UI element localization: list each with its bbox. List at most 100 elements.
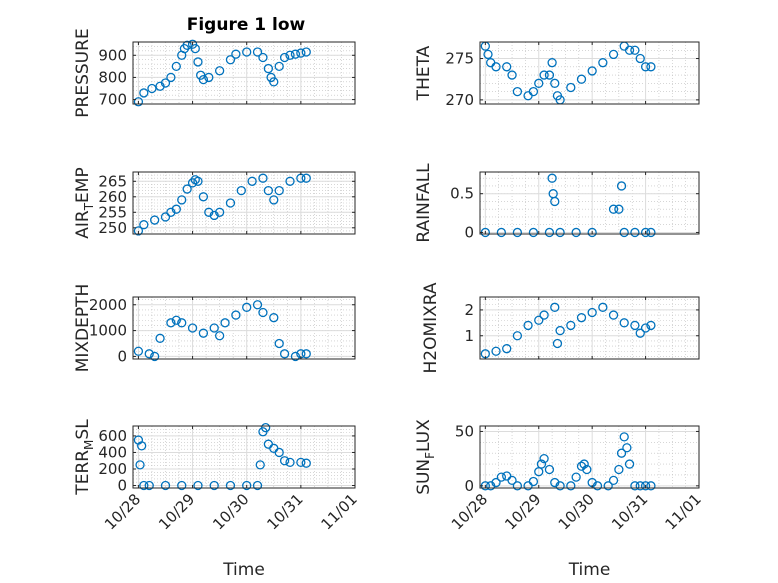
x-axis-label: Time [222, 560, 265, 580]
data-point [296, 48, 306, 58]
data-point [544, 227, 555, 238]
data-point [279, 349, 290, 359]
data-point [646, 320, 656, 331]
data-point [290, 49, 301, 59]
y-tick-label: 2 [464, 301, 474, 319]
data-point [263, 63, 274, 74]
data-point [263, 185, 274, 196]
data-point [635, 53, 645, 64]
data-point [598, 302, 608, 312]
data-point [252, 480, 263, 491]
data-point [566, 320, 576, 331]
data-point [204, 207, 214, 217]
data-point [269, 77, 279, 87]
data-point [630, 227, 640, 238]
y-tick-label: 600 [98, 427, 127, 445]
y-tick-label: 260 [98, 188, 127, 206]
data-point [539, 453, 549, 464]
data-point [483, 49, 493, 60]
data-point [576, 74, 587, 84]
data-point [512, 331, 523, 341]
data-point [133, 346, 144, 356]
data-point [301, 173, 311, 183]
data-point [550, 78, 560, 88]
data-point [608, 204, 619, 214]
data-point [193, 57, 203, 67]
data-point [571, 227, 581, 238]
data-point [160, 212, 171, 222]
data-point [258, 52, 268, 63]
data-point [274, 338, 284, 349]
data-point [171, 315, 181, 325]
data-point [139, 88, 149, 98]
data-point [214, 331, 225, 341]
data-point [279, 52, 290, 63]
data-point [512, 227, 523, 238]
data-point [619, 432, 629, 442]
plot-area [480, 42, 699, 104]
data-point [209, 323, 219, 333]
plot-area [480, 297, 699, 359]
data-point [133, 97, 144, 107]
data-point [209, 210, 219, 221]
plot-area [480, 426, 699, 488]
data-point [214, 66, 225, 76]
data-point [635, 328, 645, 338]
y-tick-label: 200 [98, 460, 127, 478]
data-point [502, 344, 512, 354]
data-point [285, 457, 295, 468]
data-point [544, 464, 555, 475]
data-point [619, 318, 629, 328]
data-point [534, 315, 544, 325]
y-axis-label: H2OMIXRA [421, 282, 441, 373]
data-point [552, 338, 563, 349]
data-point [555, 325, 565, 336]
data-point [242, 302, 252, 312]
data-point [622, 443, 632, 453]
y-axis-label: THETA [414, 45, 434, 101]
data-point [624, 459, 635, 469]
y-tick-label: 0.5 [450, 185, 474, 203]
data-point [528, 86, 539, 97]
y-axis-label-subscript: F [423, 452, 437, 459]
data-point [144, 480, 154, 491]
y-axis-label-subscript: M [82, 440, 96, 450]
data-point [646, 481, 656, 491]
axes-box [479, 171, 700, 235]
data-point [258, 307, 268, 318]
data-point [587, 227, 597, 238]
data-point [640, 323, 651, 333]
data-point [630, 481, 640, 491]
x-axis-label: Time [568, 560, 611, 580]
data-point [608, 49, 619, 60]
y-axis-label-subscript: T [82, 202, 96, 211]
data-point [301, 47, 311, 57]
y-tick-label: 275 [445, 50, 474, 68]
data-point [261, 423, 271, 433]
data-point [187, 178, 198, 188]
axes-box [479, 425, 700, 489]
axes-box [132, 425, 356, 489]
data-point [598, 58, 608, 68]
data-point [587, 307, 597, 318]
data-point [296, 457, 306, 468]
data-point [512, 86, 523, 97]
data-point [550, 196, 560, 207]
data-point [630, 45, 640, 55]
plot-area [133, 297, 355, 359]
data-point [566, 82, 576, 93]
data-point [496, 227, 507, 238]
data-point [133, 226, 144, 236]
data-point [225, 198, 236, 208]
data-point [614, 464, 624, 475]
y-tick-label: 270 [445, 91, 474, 109]
axes-box [132, 296, 356, 360]
data-point [166, 207, 176, 217]
data-point [269, 195, 279, 205]
axes-box [479, 41, 700, 105]
data-point [150, 215, 160, 225]
data-point [258, 173, 268, 183]
data-point [139, 480, 149, 491]
